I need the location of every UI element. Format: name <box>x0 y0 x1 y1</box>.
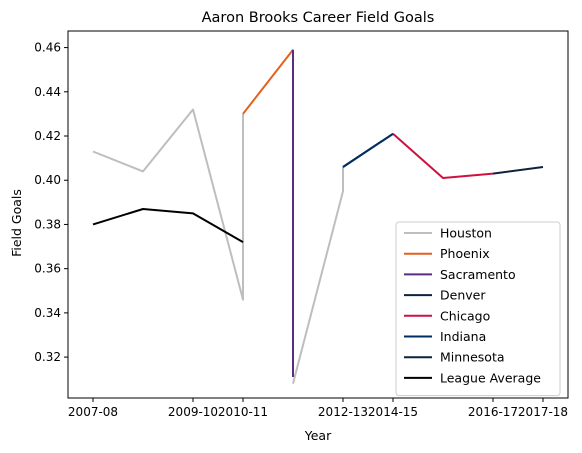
axes: 2007-08 2009-10 2010-11 2012-13 2014-15 2016-… <box>34 30 569 419</box>
y-tick-label: 0.42 <box>34 129 61 143</box>
y-tick-label: 0.34 <box>34 306 61 320</box>
x-tick-label: 2016-17 <box>468 405 518 419</box>
y-tick-label: 0.46 <box>34 41 61 55</box>
legend-label: Denver <box>440 288 486 303</box>
legend-box <box>395 221 561 397</box>
legend-label: Sacramento <box>440 267 516 282</box>
legend-label: Houston <box>440 226 492 241</box>
x-tick-label: 2012-13 <box>318 405 368 419</box>
legend-label: Phoenix <box>440 246 490 261</box>
x-tick-label: 2010-11 <box>218 405 268 419</box>
y-tick-label: 0.44 <box>34 85 61 99</box>
y-axis-label: Field Goals <box>9 189 24 257</box>
x-tick-label: 2007-08 <box>68 405 118 419</box>
legend-label: Indiana <box>440 329 486 344</box>
series-line-chicago <box>392 133 494 179</box>
y-tick-label: 0.40 <box>34 173 61 187</box>
x-tick-label: 2017-18 <box>518 405 568 419</box>
series-line-phoenix <box>242 49 294 115</box>
plot-area <box>92 49 544 384</box>
series-line-minnesota <box>492 166 544 175</box>
x-tick-label: 2014-15 <box>368 405 418 419</box>
x-axis-label: Year <box>304 428 332 443</box>
legend-label: Minnesota <box>440 350 505 365</box>
y-tick-label: 0.36 <box>34 262 61 276</box>
chart-title: Aaron Brooks Career Field Goals <box>202 10 435 26</box>
series-line-houston <box>92 108 344 384</box>
legend: Houston Phoenix Sacramento Denver Chicago Ind… <box>395 221 561 397</box>
y-tick-label: 0.38 <box>34 217 61 231</box>
legend-label: Chicago <box>440 308 490 323</box>
series-line-indiana <box>342 132 394 168</box>
x-tick-label: 2009-10 <box>168 405 218 419</box>
plot-frame <box>67 30 569 399</box>
series-line-league-average <box>92 208 244 243</box>
legend-label: League Average <box>440 370 541 385</box>
y-tick-label: 0.32 <box>34 350 61 364</box>
